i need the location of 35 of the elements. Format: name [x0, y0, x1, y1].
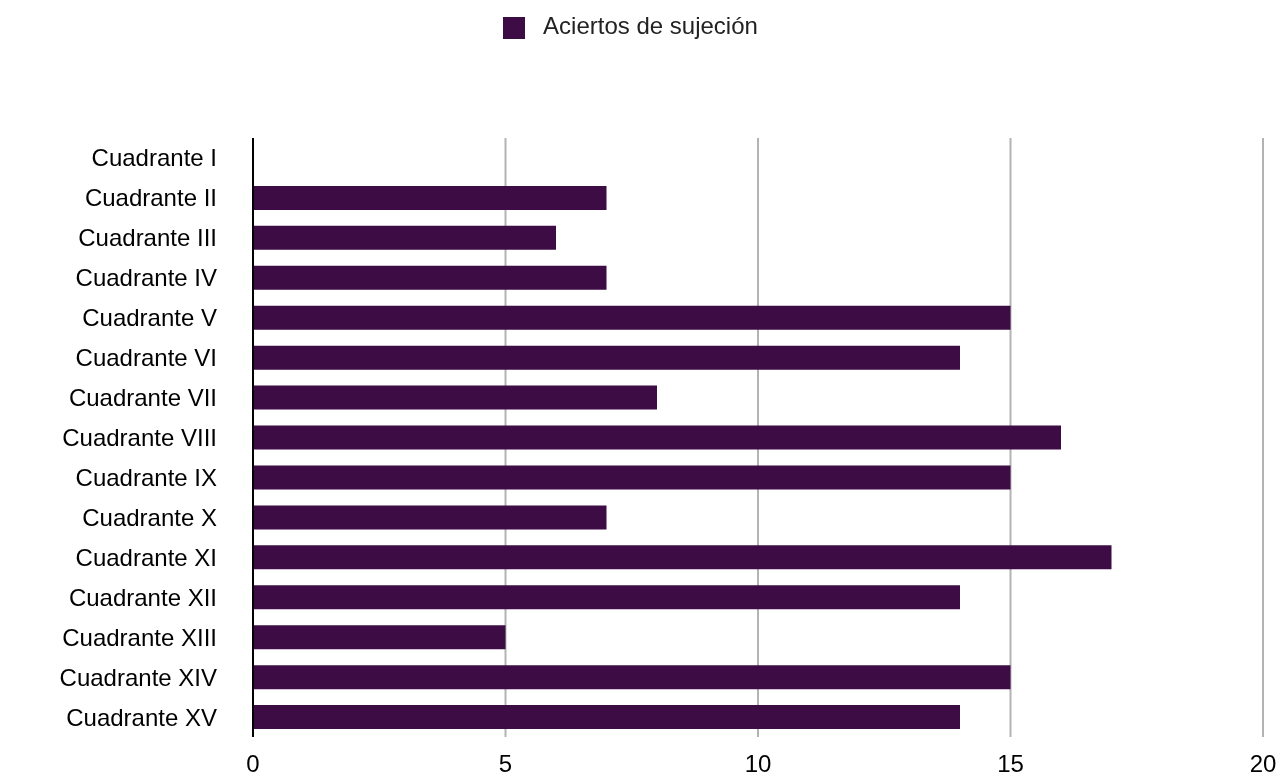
legend-label: Aciertos de sujeción: [543, 12, 758, 39]
y-tick-label: Cuadrante XII: [68, 583, 217, 611]
bar: [253, 545, 1112, 570]
bar: [253, 505, 607, 530]
y-tick-label: Cuadrante XV: [66, 703, 217, 731]
y-tick-label: Cuadrante VII: [68, 384, 217, 412]
y-tick-label: Cuadrante III: [78, 224, 217, 252]
y-tick-label: Cuadrante IX: [75, 463, 217, 491]
y-tick-label: Cuadrante XIII: [62, 623, 217, 651]
bar: [253, 465, 1011, 490]
y-tick-label: Cuadrante II: [84, 184, 217, 212]
bar: [253, 425, 1061, 450]
bar: [253, 625, 506, 650]
y-tick-label: Cuadrante XI: [75, 543, 217, 571]
bar: [253, 305, 1011, 330]
y-tick-label: Cuadrante X: [82, 503, 217, 531]
y-tick-label: Cuadrante V: [82, 304, 217, 332]
bar: [253, 225, 556, 250]
bar: [253, 665, 1011, 690]
bar: [253, 705, 960, 730]
bar: [253, 185, 607, 210]
x-tick-label: 5: [498, 750, 513, 778]
y-tick-label: Cuadrante I: [91, 144, 217, 172]
x-tick-label: 10: [744, 750, 772, 778]
x-tick-label: 20: [1249, 750, 1277, 778]
bar: [253, 265, 607, 290]
x-tick-label: 15: [997, 750, 1024, 778]
bar: [253, 385, 657, 410]
x-tick-label: 0: [246, 750, 260, 778]
y-tick-label: Cuadrante IV: [75, 264, 217, 292]
y-tick-label: Cuadrante VI: [75, 344, 217, 372]
y-tick-label: Cuadrante XIV: [59, 663, 217, 691]
bar: [253, 345, 960, 370]
y-tick-label: Cuadrante VIII: [62, 424, 217, 452]
bar: [253, 585, 960, 610]
